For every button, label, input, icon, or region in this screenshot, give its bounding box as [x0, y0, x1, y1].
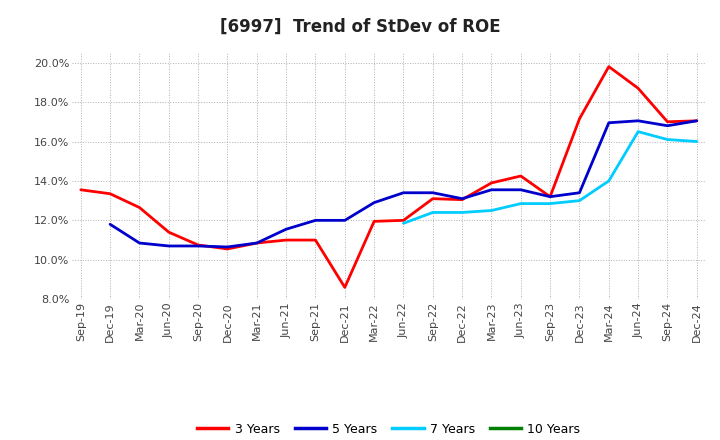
Text: [6997]  Trend of StDev of ROE: [6997] Trend of StDev of ROE — [220, 18, 500, 36]
Legend: 3 Years, 5 Years, 7 Years, 10 Years: 3 Years, 5 Years, 7 Years, 10 Years — [192, 418, 585, 440]
